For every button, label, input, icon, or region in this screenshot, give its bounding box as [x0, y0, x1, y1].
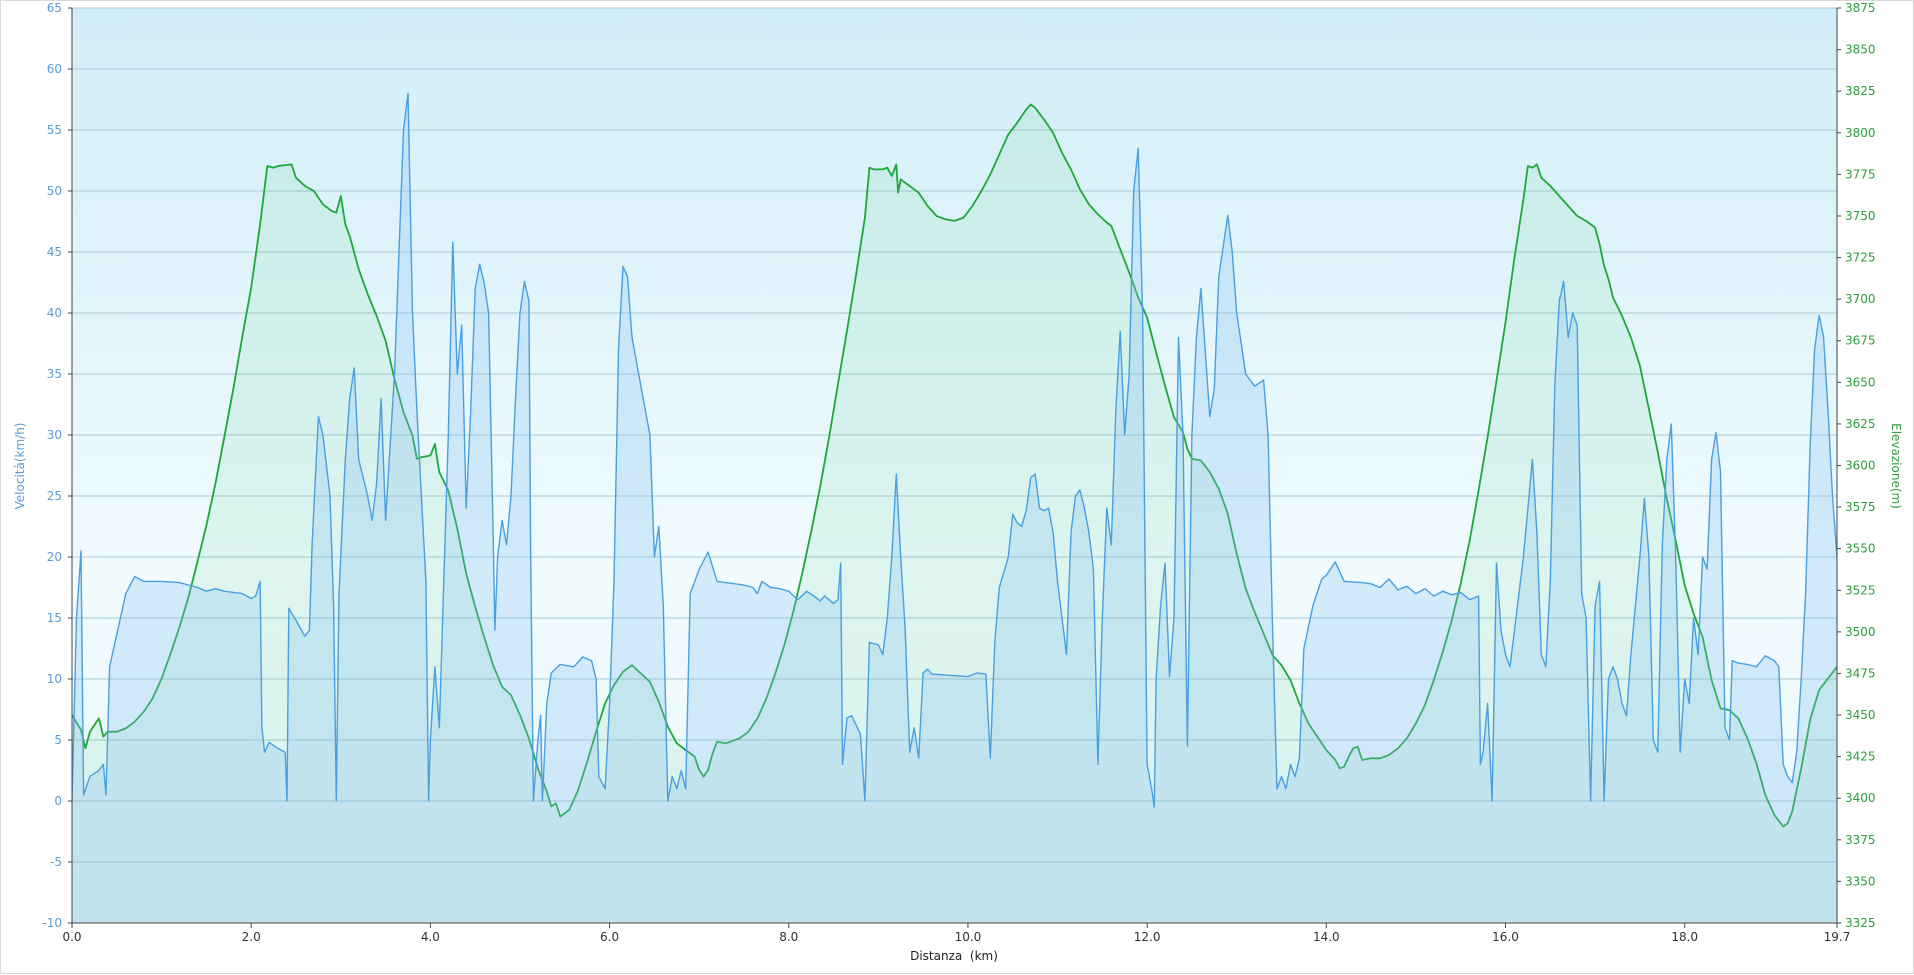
y-left-tick-label: 45 — [47, 245, 62, 259]
x-axis-ticks: 0.0 2.0 4.0 6.0 8.0 10.0 12.0 14.0 16.0 18.0 19.7 — [62, 923, 1850, 944]
x-tick-label: 10.0 — [955, 930, 982, 944]
y-right-tick-label: 3850 — [1845, 43, 1876, 57]
y-right-tick-label: 3825 — [1845, 84, 1876, 98]
y-left-tick-label: -5 — [50, 855, 62, 869]
y-left-tick-label: -10 — [42, 916, 62, 930]
y-right-tick-label: 3450 — [1845, 708, 1876, 722]
y-left-tick-label: 15 — [47, 611, 62, 625]
y-left-tick-label: 40 — [47, 306, 62, 320]
x-tick-label: 16.0 — [1492, 930, 1519, 944]
y-left-tick-label: 60 — [47, 62, 62, 76]
y-right-tick-label: 3800 — [1845, 126, 1876, 140]
plot-background — [72, 8, 1837, 923]
grid-lines — [72, 7, 1837, 924]
y-left-tick-label: 65 — [47, 1, 62, 15]
y-right-tick-label: 3500 — [1845, 625, 1876, 639]
y-right-tick-label: 3550 — [1845, 542, 1876, 556]
y-right-tick-label: 3375 — [1845, 833, 1876, 847]
elevation-line — [72, 103, 1837, 828]
x-tick-label: 4.0 — [421, 930, 440, 944]
y-right-tick-label: 3650 — [1845, 375, 1876, 389]
y-right-tick-label: 3700 — [1845, 292, 1876, 306]
elevation-area — [72, 104, 1837, 923]
y-right-tick-label: 3600 — [1845, 459, 1876, 473]
y-right-tick-label: 3525 — [1845, 583, 1876, 597]
y-axis-left-title: Velocità(km/h) — [13, 423, 27, 510]
y-right-tick-label: 3400 — [1845, 791, 1876, 805]
y-right-tick-label: 3875 — [1845, 1, 1876, 15]
y-axis-right-title: Elevazione(m) — [1889, 423, 1903, 509]
y-axis-right-ticks: 3875 3850 3825 3800 3775 3750 3725 3700 3675 3650… — [1837, 1, 1876, 930]
series-layer — [72, 92, 1837, 923]
y-right-tick-label: 3625 — [1845, 417, 1876, 431]
y-left-tick-label: 5 — [54, 733, 62, 747]
y-left-tick-label: 25 — [47, 489, 62, 503]
y-left-tick-label: 55 — [47, 123, 62, 137]
x-tick-label: 14.0 — [1313, 930, 1340, 944]
speed-area — [72, 93, 1837, 923]
speed-line — [72, 92, 1837, 808]
y-left-tick-label: 10 — [47, 672, 62, 686]
x-tick-label: 2.0 — [242, 930, 261, 944]
x-tick-label: 12.0 — [1134, 930, 1161, 944]
x-tick-label: 19.7 — [1824, 930, 1851, 944]
y-right-tick-label: 3575 — [1845, 500, 1876, 514]
y-right-tick-label: 3350 — [1845, 874, 1876, 888]
y-left-tick-label: 30 — [47, 428, 62, 442]
x-axis-title: Distanza (km) — [910, 949, 998, 963]
x-tick-label: 18.0 — [1671, 930, 1698, 944]
y-left-tick-label: 0 — [54, 794, 62, 808]
y-right-tick-label: 3425 — [1845, 750, 1876, 764]
y-left-tick-label: 50 — [47, 184, 62, 198]
y-left-tick-label: 20 — [47, 550, 62, 564]
x-tick-label: 6.0 — [600, 930, 619, 944]
y-right-tick-label: 3750 — [1845, 209, 1876, 223]
y-right-tick-label: 3475 — [1845, 666, 1876, 680]
x-tick-label: 8.0 — [779, 930, 798, 944]
y-right-tick-label: 3675 — [1845, 334, 1876, 348]
y-right-tick-label: 3325 — [1845, 916, 1876, 930]
y-right-tick-label: 3725 — [1845, 251, 1876, 265]
x-tick-label: 0.0 — [62, 930, 81, 944]
y-right-tick-label: 3775 — [1845, 167, 1876, 181]
y-left-tick-label: 35 — [47, 367, 62, 381]
